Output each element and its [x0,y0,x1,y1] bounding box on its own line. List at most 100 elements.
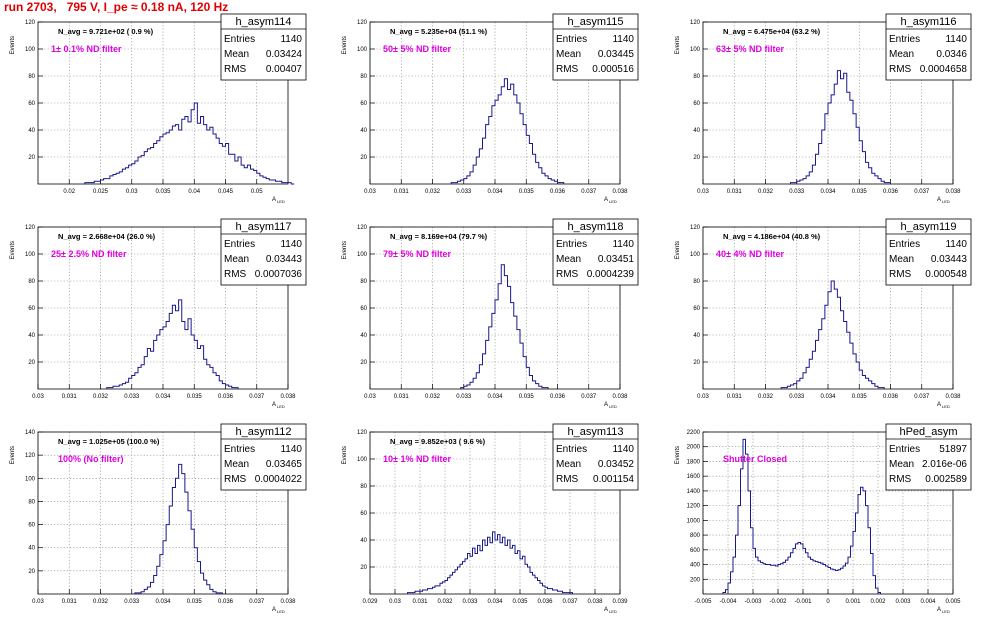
x-tick-label: 0.03 [364,394,376,400]
y-tick-label: 600 [690,548,701,554]
x-tick-label: 0.036 [883,394,899,400]
x-tick-label: 0.004 [920,599,936,605]
stats-entries-label: Entries [889,444,920,455]
stats-rms-value: 0.0004658 [920,64,968,75]
stats-rms-value: 0.000548 [925,269,967,280]
y-tick-label: 20 [28,155,35,161]
y-tick-label: 60 [360,101,367,107]
stats-entries-value: 1140 [612,444,634,455]
y-tick-label: 1400 [687,489,701,495]
stats-mean-label: Mean [224,254,249,265]
x-tick-label: 0.03 [697,189,709,195]
x-tick-label: 0.038 [945,189,961,195]
navg-title: N_avg = 8.169e+04 (79.7 %) [390,232,488,241]
histogram-name: hPed_asym [899,426,957,438]
histogram-panel-h_asym117: 0.03 0.031 0.032 0.033 0.034 0.035 0.036 0.037 0… [10,218,307,409]
stats-rms-value: 0.000516 [592,64,634,75]
filter-annotation: 100% (No filter) [58,454,124,464]
x-axis-label-subscript: LED [942,404,950,409]
filter-annotation: 1± 0.1% ND filter [51,44,122,54]
histogram-name: h_asym112 [235,426,291,438]
y-tick-label: 80 [360,279,367,285]
y-tick-label: 100 [690,252,701,258]
stats-mean-value: 0.03451 [598,254,635,265]
filter-annotation: 50± 5% ND filter [383,44,451,54]
filter-annotation: 63± 5% ND filter [716,44,784,54]
histogram-panel-h_asym116: 0.03 0.031 0.032 0.033 0.034 0.035 0.036 0.037 0… [675,13,972,204]
x-tick-label: 0.036 [550,394,566,400]
x-tick-label: 0.001 [845,599,861,605]
filter-annotation: Shutter Closed [723,454,787,464]
stats-rms-label: RMS [556,269,579,280]
stats-box [220,13,307,81]
y-tick-label: 80 [28,74,35,80]
y-tick-label: 120 [357,225,368,231]
stats-entries-label: Entries [224,34,255,45]
stats-rms-label: RMS [889,64,912,75]
x-axis-label: A [604,607,608,613]
x-tick-label: 0.035 [519,189,535,195]
x-tick-label: 0.035 [519,394,535,400]
x-tick-label: 0.034 [487,599,503,605]
y-tick-label: 40 [693,333,700,339]
y-tick-label: 140 [25,430,36,436]
x-tick-label: 0.036 [550,189,566,195]
stats-mean-label: Mean [889,459,914,470]
histogram-panel-h_asym114: 0.02 0.025 0.03 0.035 0.04 0.045 0.05 20 40 60 80 1… [10,13,307,204]
stats-box [552,218,639,286]
stats-rms-label: RMS [889,474,912,485]
stats-rms-value: 0.002589 [925,474,967,485]
run-title: run 2703, 795 V, I_pe ≈ 0.18 nA, 120 Hz [4,0,229,14]
stats-box [220,423,307,491]
histogram-panel-hPed_asym: -0.005 -0.004 -0.003 -0.002 -0.001 0 0.001 0.00… [675,423,972,614]
x-axis-label: A [937,197,941,203]
histogram-step-h_asym112 [134,463,223,594]
x-tick-label: 0.035 [187,599,203,605]
x-tick-label: 0.031 [412,599,428,605]
y-tick-label: 400 [690,563,701,569]
y-tick-label: 40 [360,538,367,544]
navg-title: N_avg = 5.235e+04 (51.1 %) [390,27,488,36]
x-axis-label-subscript: LED [609,609,617,614]
y-tick-label: 1200 [687,504,701,510]
y-tick-label: 20 [360,360,367,366]
x-tick-label: 0.037 [562,599,578,605]
x-tick-label: 0.032 [437,599,453,605]
x-tick-label: 0.038 [587,599,603,605]
stats-mean-value: 0.03443 [931,254,968,265]
y-tick-label: 100 [25,47,36,53]
stats-mean-label: Mean [224,459,249,470]
x-tick-label: 0.025 [93,189,109,195]
stats-mean-label: Mean [889,254,914,265]
y-tick-label: 1000 [687,518,701,524]
y-tick-label: 120 [690,20,701,26]
y-tick-label: 60 [360,511,367,517]
x-tick-label: 0.032 [425,394,441,400]
y-tick-label: 120 [357,20,368,26]
stats-entries-value: 1140 [280,444,302,455]
x-tick-label: 0.037 [581,394,597,400]
x-tick-label: 0.032 [758,394,774,400]
x-tick-label: 0.04 [188,189,200,195]
y-axis-label: Events [675,241,681,259]
stats-entries-value: 51897 [939,444,967,455]
y-tick-label: 120 [25,225,36,231]
y-tick-label: 2000 [687,445,701,451]
y-tick-label: 100 [357,252,368,258]
navg-title: N_avg = 9.721e+02 ( 0.9 %) [58,27,154,36]
stats-entries-value: 1140 [280,34,302,45]
y-tick-label: 20 [28,569,35,575]
x-tick-label: 0.05 [251,189,263,195]
x-tick-label: 0.002 [870,599,886,605]
x-tick-label: 0.036 [218,599,234,605]
filter-annotation: 79± 5% ND filter [383,249,451,259]
stats-mean-value: 2.016e-06 [922,459,967,470]
y-tick-label: 40 [360,128,367,134]
x-tick-label: 0.031 [394,394,410,400]
stats-rms-label: RMS [556,64,579,75]
y-tick-label: 60 [693,306,700,312]
stats-mean-label: Mean [556,459,581,470]
x-axis-label-subscript: LED [609,199,617,204]
x-tick-label: -0.002 [769,599,787,605]
